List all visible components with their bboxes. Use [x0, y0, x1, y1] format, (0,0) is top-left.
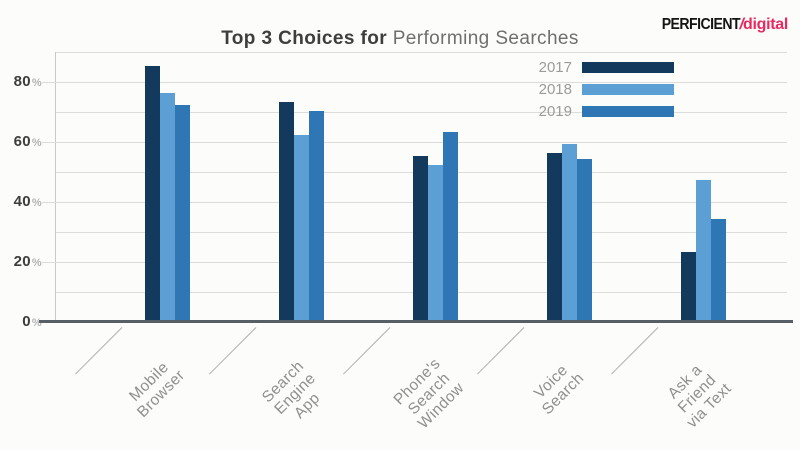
- bar-2019: [174, 105, 190, 321]
- y-tick-label-40: 40%: [0, 193, 42, 210]
- x-axis-label-3: Voice Search: [501, 332, 613, 444]
- percent-sign: %: [31, 137, 42, 150]
- bar-2017: [144, 66, 160, 321]
- y-tick-number: 20: [13, 253, 31, 271]
- legend-row-2019: 2019: [530, 100, 674, 122]
- bar-2018: [293, 135, 309, 321]
- gridline-60: [42, 142, 787, 143]
- y-tick-label-80: 80%: [0, 73, 42, 90]
- gridline-70: [56, 112, 787, 113]
- bar-2019: [308, 111, 324, 321]
- y-tick-label-0: 0%: [0, 313, 42, 330]
- y-tick-label-20: 20%: [0, 253, 42, 270]
- bar-2018: [159, 93, 175, 321]
- bar-2018: [427, 165, 443, 321]
- legend-label-2019: 2019: [538, 102, 572, 120]
- x-axis-label-0: Mobile Browser: [99, 332, 211, 444]
- bar-2017: [412, 156, 428, 321]
- legend-row-2018: 2018: [530, 78, 674, 100]
- perficient-digital-logo: PERFICIENT/digital: [651, 16, 788, 34]
- y-tick-number: 80: [13, 73, 31, 91]
- chart-title-bold: Top 3 Choices for: [221, 28, 388, 49]
- bar-group-2: [412, 132, 458, 321]
- x-tick-4: [610, 327, 659, 375]
- logo-slash-mark: /: [739, 16, 744, 33]
- legend: 2017 2018 2019: [530, 56, 674, 122]
- y-tick-number: 60: [13, 133, 31, 151]
- percent-sign: %: [31, 317, 42, 330]
- percent-sign: %: [31, 77, 42, 90]
- bar-group-1: [278, 102, 324, 321]
- x-tick-0: [74, 327, 123, 375]
- bar-2019: [710, 219, 726, 321]
- y-tick-number: 0: [22, 313, 31, 331]
- y-tick-number: 40: [13, 193, 31, 211]
- logo-sub-text: digital: [742, 16, 788, 33]
- legend-swatch-2019: [582, 105, 674, 117]
- bar-2019: [576, 159, 592, 321]
- chart-title: Top 3 Choices for Performing Searches: [0, 28, 800, 50]
- chart-title-regular: Performing Searches: [387, 28, 579, 49]
- legend-label-2017: 2017: [538, 58, 572, 76]
- x-tick-1: [208, 327, 257, 375]
- bar-2017: [546, 153, 562, 321]
- bar-2018: [695, 180, 711, 321]
- legend-row-2017: 2017: [530, 56, 674, 78]
- percent-sign: %: [31, 257, 42, 270]
- bar-group-3: [546, 144, 592, 321]
- percent-sign: %: [31, 197, 42, 210]
- x-axis-label-1: Search Engine App: [233, 332, 357, 450]
- bar-2019: [442, 132, 458, 321]
- legend-swatch-2018: [582, 83, 674, 95]
- bar-group-0: [144, 66, 190, 321]
- logo-brand-text: PERFICIENT: [662, 16, 741, 33]
- bar-2017: [680, 252, 696, 321]
- legend-swatch-2017: [582, 61, 674, 73]
- x-axis-line: [39, 320, 793, 323]
- bar-2018: [561, 144, 577, 321]
- legend-label-2018: 2018: [538, 80, 572, 98]
- gridline-90: [56, 52, 787, 53]
- y-tick-label-60: 60%: [0, 133, 42, 150]
- gridline-80: [42, 82, 787, 83]
- x-axis-label-2: Phone's Search Window: [367, 332, 491, 450]
- bar-2017: [278, 102, 294, 321]
- bar-group-4: [680, 180, 726, 321]
- plot-area: 80% 60% 40% 20% 0% Mobile Browser Search Engine…: [14, 52, 793, 432]
- x-axis-label-4: Ask a Friend via Text: [635, 332, 759, 450]
